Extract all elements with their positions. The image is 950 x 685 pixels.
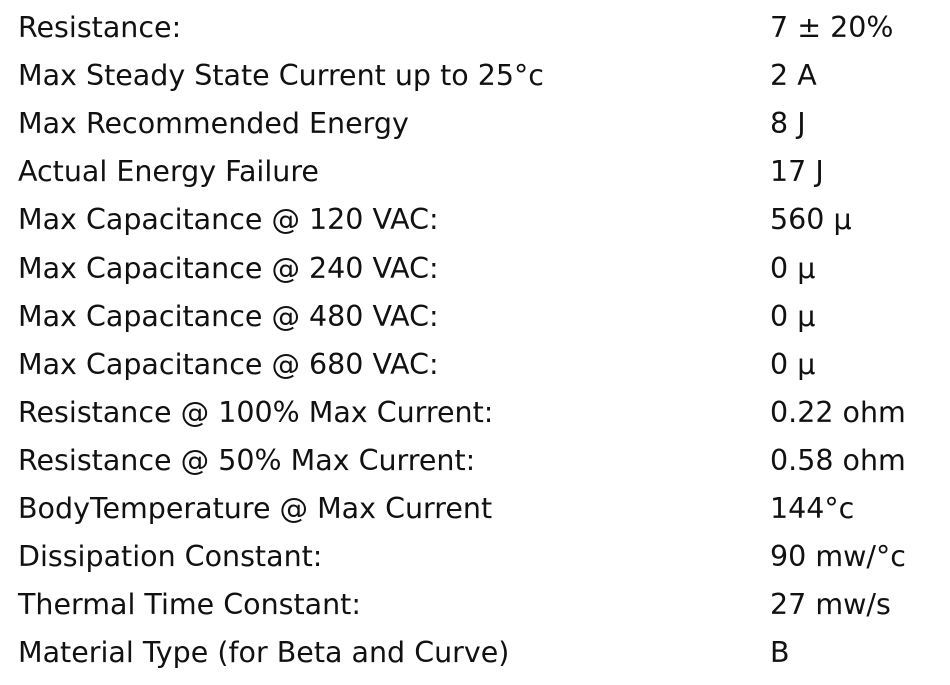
spec-value: 7 ± 20%	[770, 11, 894, 44]
spec-label: Max Capacitance @ 680 VAC:	[18, 347, 439, 381]
spec-label: Max Capacitance @ 480 VAC:	[18, 299, 439, 333]
spec-label: Max Steady State Current up to 25°c	[18, 59, 544, 93]
spec-label: Material Type (for Beta and Curve)	[18, 636, 510, 670]
spec-value: 17 J	[770, 155, 824, 189]
spec-value: B	[770, 636, 790, 670]
spec-value: 8 J	[770, 107, 806, 141]
spec-label: Thermal Time Constant:	[18, 588, 361, 622]
spec-value: 0 μ	[770, 299, 816, 333]
spec-value: 2 A	[770, 59, 817, 93]
spec-value: 0.58 ohm	[770, 443, 906, 477]
spec-label: Max Capacitance @ 240 VAC:	[18, 251, 439, 285]
spec-label: Resistance:	[18, 11, 182, 44]
spec-value: 0.22 ohm	[770, 395, 906, 429]
spec-label: Dissipation Constant:	[18, 540, 323, 574]
spec-value: 560 μ	[770, 203, 852, 237]
spec-label: Resistance @ 50% Max Current:	[18, 443, 476, 477]
spec-label: BodyTemperature @ Max Current	[18, 492, 493, 525]
spec-value: 27 mw/s	[770, 588, 891, 622]
spec-value: 144°c	[770, 492, 855, 525]
spec-value: 90 mw/°c	[770, 540, 906, 574]
spec-label: Max Capacitance @ 120 VAC:	[18, 203, 439, 237]
spec-value: 0 μ	[770, 251, 816, 285]
spec-label: Actual Energy Failure	[18, 155, 319, 189]
spec-value: 0 μ	[770, 347, 816, 381]
spec-label: Max Recommended Energy	[18, 107, 409, 141]
spec-label: Resistance @ 100% Max Current:	[18, 395, 494, 429]
